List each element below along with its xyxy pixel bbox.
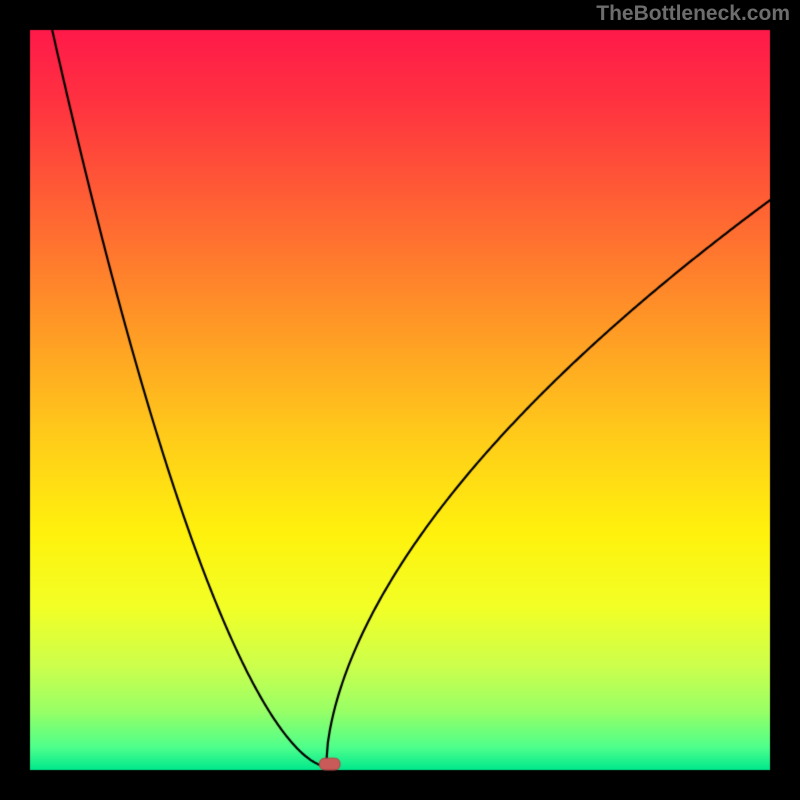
bottleneck-chart — [0, 0, 800, 800]
watermark-text: TheBottleneck.com — [596, 2, 790, 26]
chart-container: TheBottleneck.com — [0, 0, 800, 800]
